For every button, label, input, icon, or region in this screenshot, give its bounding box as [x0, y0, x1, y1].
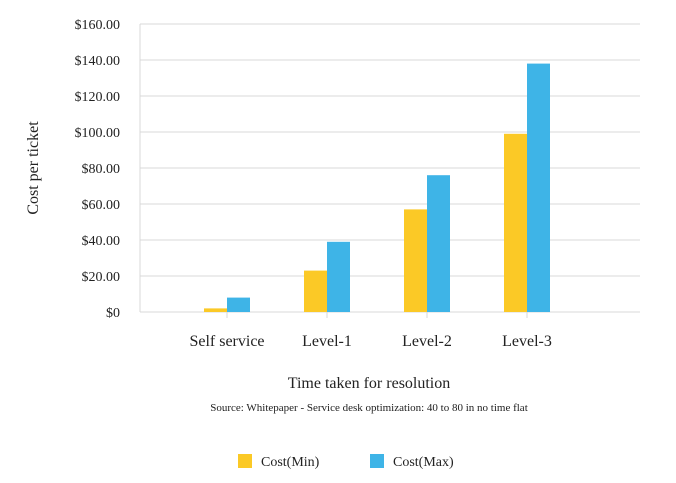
bar-cost-min-3 [504, 133, 527, 312]
source-note: Source: Whitepaper - Service desk optimi… [210, 402, 528, 414]
x-category-label: Self service [189, 333, 264, 350]
y-tick-label: $100.00 [75, 126, 121, 141]
bar-cost-max-3 [527, 63, 550, 312]
x-axis-categories: Self service Level-1 Level-2 Level-3 [189, 312, 552, 350]
y-tick-label: $20.00 [82, 270, 121, 285]
y-tick-label: $160.00 [75, 18, 121, 33]
x-category-label: Level-1 [302, 333, 352, 350]
y-tick-label: $40.00 [82, 234, 121, 249]
y-tick-label: $140.00 [75, 54, 121, 69]
bars [204, 63, 550, 312]
bar-cost-min-0 [204, 308, 227, 312]
legend-label: Cost(Max) [393, 455, 454, 470]
x-category-label: Level-2 [402, 333, 452, 350]
legend-entry: Cost(Min) [238, 454, 320, 470]
y-tick-label: $0 [106, 306, 120, 321]
y-axis-ticks: $0 $20.00 $40.00 $60.00 $80.00 $100.00 $120.00… [75, 18, 121, 321]
bar-cost-min-1 [304, 270, 327, 312]
legend-label: Cost(Min) [261, 455, 320, 470]
bar-cost-max-2 [427, 175, 450, 312]
legend-swatch [238, 454, 252, 468]
legend-entry: Cost(Max) [370, 454, 454, 470]
legend: Cost(Min) Cost(Max) [238, 454, 454, 470]
y-tick-label: $60.00 [82, 198, 121, 213]
y-axis-title: Cost per ticket [25, 121, 42, 215]
x-axis-title: Time taken for resolution [288, 375, 451, 392]
y-tick-label: $120.00 [75, 90, 121, 105]
gridlines [139, 23, 640, 313]
x-category-label: Level-3 [502, 333, 552, 350]
bar-cost-max-1 [327, 241, 350, 312]
bar-cost-max-0 [227, 297, 250, 312]
legend-swatch [370, 454, 384, 468]
y-tick-label: $80.00 [82, 162, 121, 177]
bar-cost-min-2 [404, 209, 427, 312]
